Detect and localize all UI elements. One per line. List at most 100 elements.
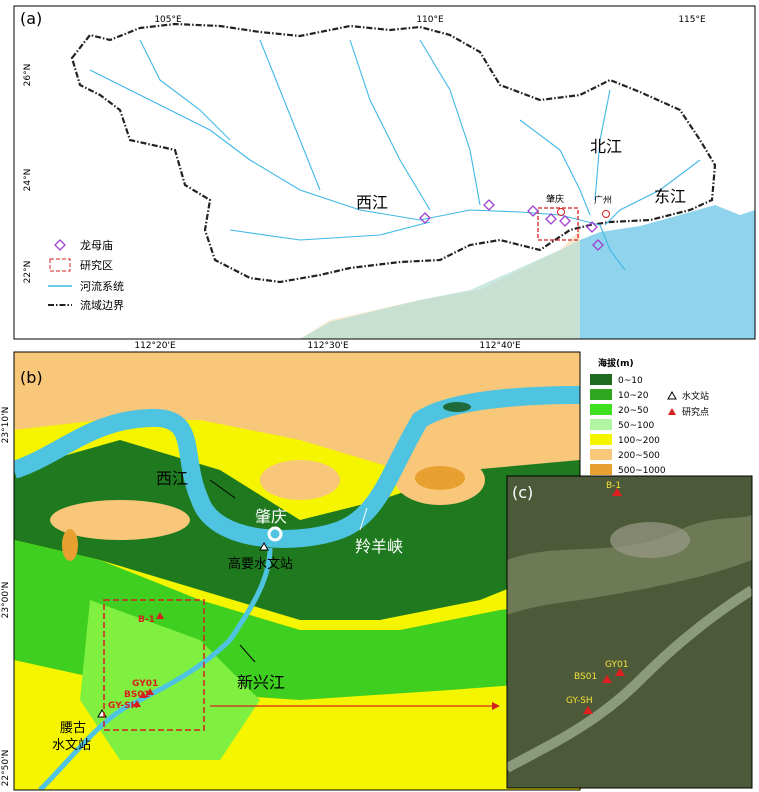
elevation-zone <box>260 460 340 500</box>
lat-label: 24°N <box>23 169 33 192</box>
site-marker <box>156 612 164 619</box>
temple <box>527 205 539 217</box>
river <box>507 585 752 773</box>
study-area-box <box>537 207 579 241</box>
place-label: 广州 <box>594 194 612 206</box>
place-label: 羚羊峡 <box>355 537 403 556</box>
site-label: BS01 <box>574 672 597 682</box>
lat-label: 23°10'N <box>1 407 11 444</box>
site-marker <box>602 675 612 683</box>
lat-label: 22°N <box>23 261 33 284</box>
city-marker <box>267 526 283 542</box>
elevation-zone <box>14 352 580 470</box>
leader-line <box>359 507 368 531</box>
place-label: 东江 <box>654 187 686 206</box>
site-marker <box>139 691 147 698</box>
lon-label: 112°20'E <box>134 341 176 351</box>
elevation-zone <box>415 466 465 490</box>
legend-swatch <box>590 404 612 415</box>
legend-swatch <box>590 464 612 475</box>
legend-label: 0~10 <box>618 376 643 386</box>
legend-label: 流域边界 <box>80 298 124 312</box>
terrain <box>507 515 752 615</box>
sea-overlap <box>300 240 580 339</box>
river <box>419 39 481 206</box>
river <box>599 224 626 271</box>
legend-swatch <box>54 239 66 251</box>
lon-label: 110°E <box>416 15 444 25</box>
elevation-zone <box>62 529 78 561</box>
legend-label: 龙母庙 <box>80 238 113 252</box>
basin-boundary <box>70 22 717 284</box>
site-label: BS01 <box>124 690 150 700</box>
site-label: B-1 <box>606 481 621 491</box>
leader-line <box>209 479 236 499</box>
lat-label: 22°50'N <box>1 750 11 787</box>
river <box>349 39 431 211</box>
settlement <box>610 522 690 558</box>
legend-label: 200~500 <box>618 451 660 461</box>
lon-label: 112°40'E <box>479 341 521 351</box>
lat-label: 26°N <box>23 64 33 87</box>
panel-label: (b) <box>20 368 43 387</box>
site-label: GY01 <box>605 660 628 670</box>
xinxingjiang-river <box>38 547 273 790</box>
legend-symbol <box>667 390 677 400</box>
lon-label: 115°E <box>678 15 706 25</box>
place-label: 新兴江 <box>237 673 285 692</box>
legend-label: 500~1000 <box>618 466 666 476</box>
legend-label: 河流系统 <box>80 279 124 293</box>
site-label: GY-SH <box>108 701 138 711</box>
legend-label: 研究区 <box>80 258 113 272</box>
site-label: B-1 <box>138 615 155 625</box>
place-label: 腰古 <box>60 721 86 736</box>
panel-b-map: (b) 西江 肇庆 羚羊峡 高要水文站 新兴江 腰古 水文站 B-1 GY01 … <box>14 352 580 790</box>
legend-label: 10~20 <box>618 391 649 401</box>
elevation-zone <box>80 600 260 760</box>
river <box>229 221 431 241</box>
temple <box>559 215 571 227</box>
site-marker <box>583 706 593 714</box>
legend-symbol <box>668 408 676 415</box>
panel-a-map: (a) 西江 北江 东江 肇庆 广州 龙母庙 研究区 河流系统 流域边界 <box>14 6 755 339</box>
elevation-legend: 0~10 10~20 20~50 50~100 100~200 200~500 … <box>590 374 709 476</box>
place-label: 高要水文站 <box>228 556 293 572</box>
river <box>139 39 231 141</box>
river <box>604 159 701 226</box>
place-label: 西江 <box>156 469 188 488</box>
place-label: 肇庆 <box>255 507 287 526</box>
place-label: 水文站 <box>52 738 91 753</box>
legend-swatch <box>590 449 612 460</box>
site-marker <box>133 700 141 707</box>
legend-label: 50~100 <box>618 421 654 431</box>
site-marker <box>146 688 154 695</box>
legend-swatch <box>590 374 612 385</box>
legend-swatch <box>49 258 71 272</box>
study-area-box <box>103 599 205 731</box>
river <box>594 89 611 201</box>
river <box>89 69 601 226</box>
legend-label: 20~50 <box>618 406 649 416</box>
panel-label: (a) <box>20 9 42 28</box>
frame <box>506 475 753 789</box>
legend-label: 研究点 <box>682 406 709 418</box>
temple <box>483 199 495 211</box>
site-label: GY-SH <box>566 696 593 706</box>
island <box>443 402 471 412</box>
place-label: 肇庆 <box>546 193 564 205</box>
elevation-zone <box>50 500 190 540</box>
xijiang-river <box>14 386 580 548</box>
site-label: GY01 <box>132 679 158 689</box>
temple <box>592 239 604 251</box>
legend-swatch <box>590 419 612 430</box>
panel-label: (c) <box>512 483 533 502</box>
leader-line <box>239 644 256 663</box>
temple <box>545 213 557 225</box>
place-label: 西江 <box>356 193 388 212</box>
river <box>259 39 321 191</box>
legend-title: 海拔(m) <box>598 357 634 369</box>
sea <box>580 205 755 339</box>
site-marker <box>612 488 622 496</box>
legend-swatch <box>590 389 612 400</box>
river <box>519 119 591 216</box>
